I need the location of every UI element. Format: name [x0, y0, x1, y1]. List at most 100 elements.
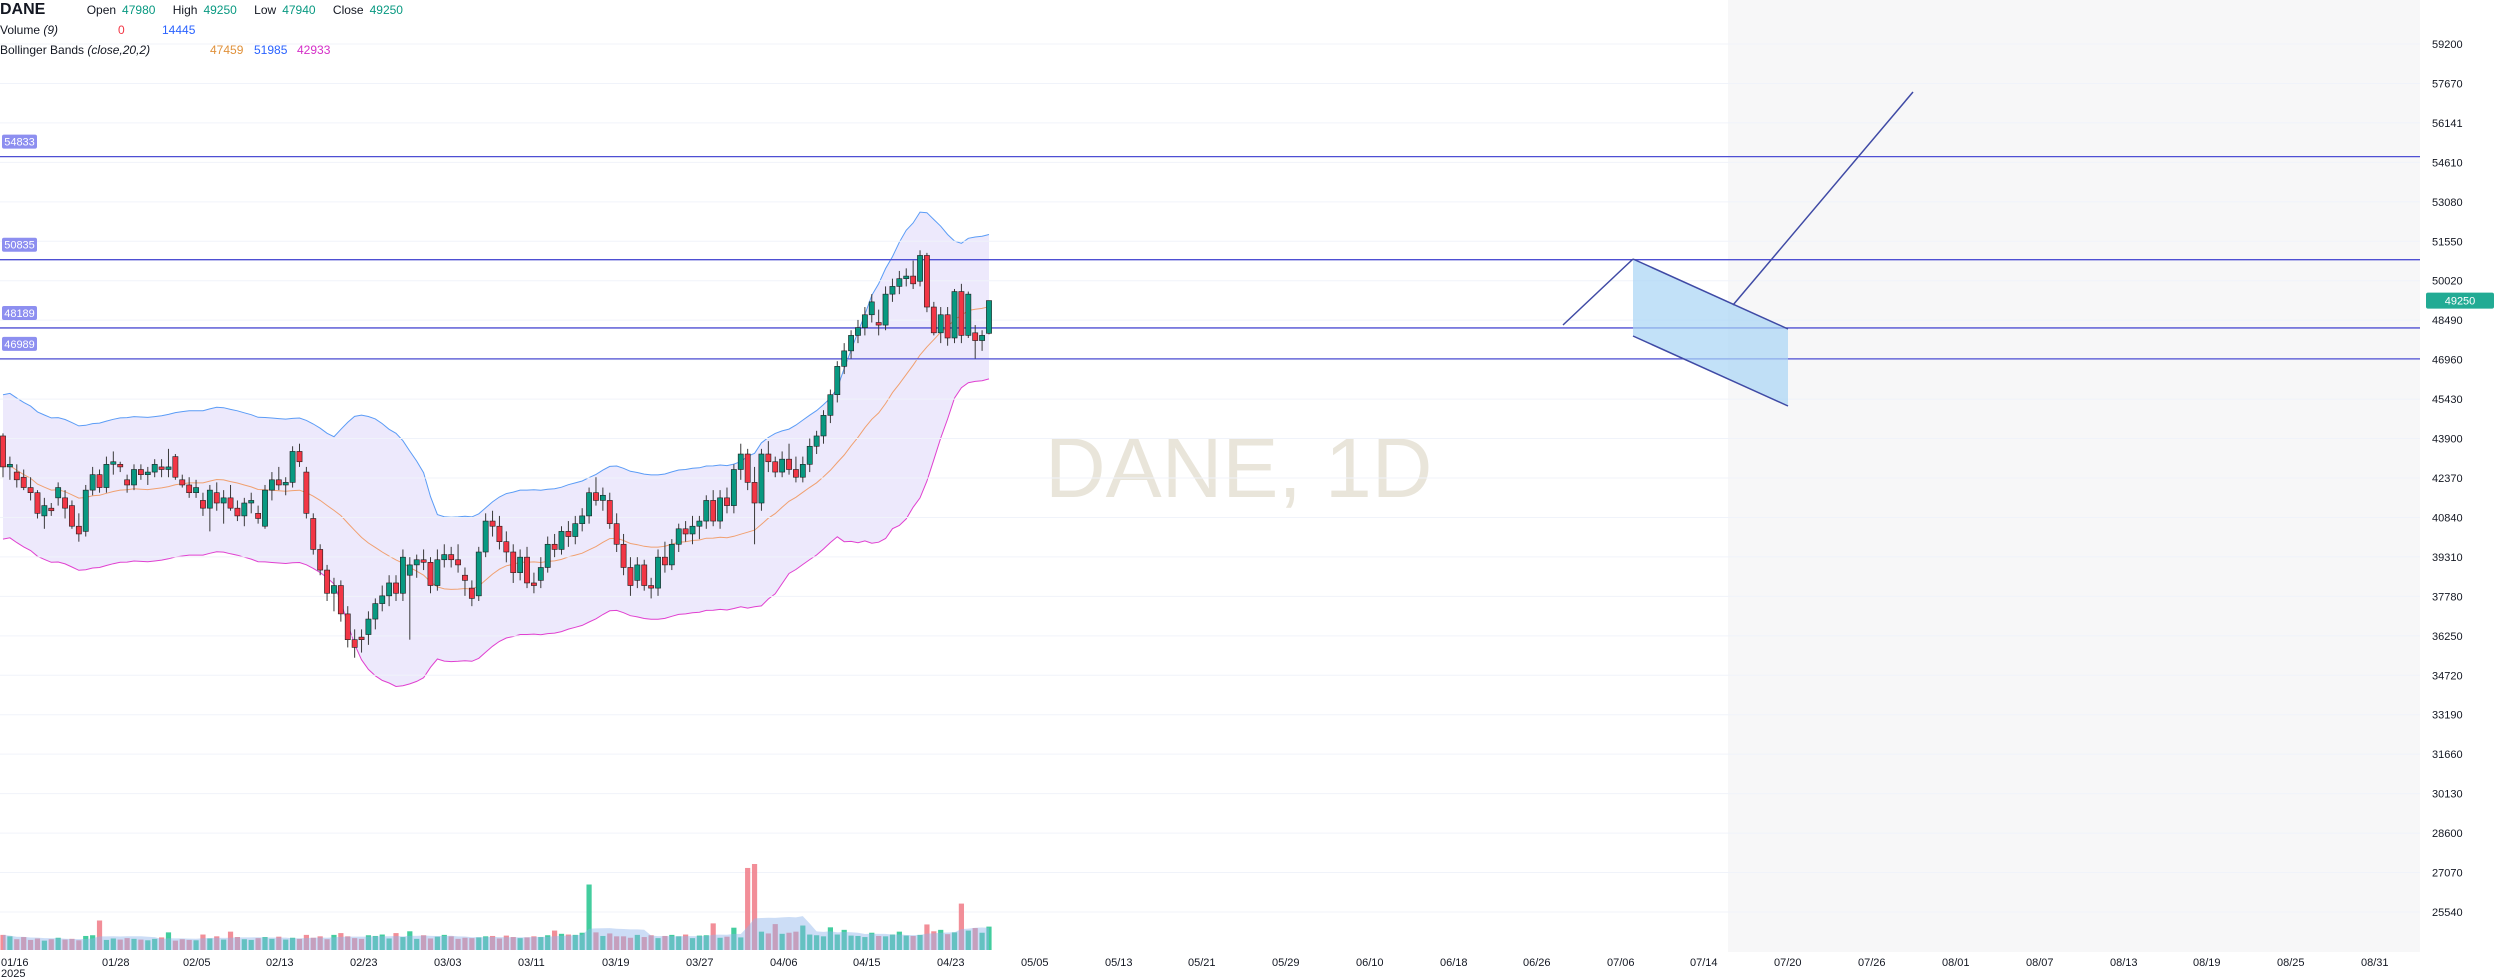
volume-bar [214, 936, 220, 950]
time-axis[interactable]: 01/16 01/28 02/05 02/13 02/23 03/03 03/11 03/19… [0, 952, 2494, 980]
bb-basis-value: 47459 [210, 43, 244, 57]
channel-fill [1633, 259, 1788, 406]
volume-bar [862, 937, 868, 950]
volume-bar [662, 935, 668, 950]
candle-body [434, 559, 441, 586]
volume-bar [510, 937, 516, 950]
candle-body [372, 603, 379, 620]
candle-body [324, 569, 330, 594]
candle-body [393, 582, 399, 594]
price-axis-bg [2420, 0, 2494, 952]
volume-bar [710, 923, 716, 950]
candle-body [806, 445, 813, 465]
candle-body [620, 543, 627, 568]
time-tick-label: 05/13 [1105, 957, 1133, 969]
candle-body [255, 513, 262, 519]
volume-bar [338, 933, 344, 950]
hline-label: 54833 [4, 137, 35, 149]
bb-upper-value: 51985 [254, 43, 288, 57]
candle-body [834, 366, 841, 396]
volume-bar [579, 932, 585, 950]
volume-bar [62, 939, 68, 950]
candle-body [544, 543, 551, 568]
time-tick-label: 07/06 [1607, 957, 1635, 969]
volume-bar [317, 936, 323, 950]
candle-body [868, 301, 875, 316]
candle-body [551, 543, 558, 550]
volume-bar [386, 938, 392, 950]
time-tick-label: 03/11 [518, 957, 545, 969]
price-tick-label: 46960 [2432, 355, 2463, 367]
volume-bar [945, 934, 951, 950]
candle-body [344, 613, 351, 640]
bollinger-bands [2, 211, 990, 688]
volume-ma-area [3, 916, 989, 950]
hline-label: 50835 [4, 240, 35, 252]
volume-bar [524, 937, 530, 950]
hline-label-bg [2, 305, 37, 320]
candle-body [427, 562, 434, 586]
time-tick-label: 06/18 [1440, 957, 1468, 969]
volume-bar [296, 938, 303, 950]
bb-fill [3, 212, 989, 687]
time-tick-label: 06/10 [1356, 957, 1384, 969]
drawing-tools[interactable] [1562, 91, 1914, 407]
candle-body [151, 464, 158, 473]
price-axis[interactable]: 59200 57670 56141 54610 53080 51550 50020 48490… [2420, 0, 2494, 952]
candle-body [662, 556, 668, 566]
price-tick-label: 34720 [2432, 670, 2463, 682]
low-label: Low [254, 3, 277, 17]
volume-bar [545, 935, 551, 950]
legend: DANE Open 47980 High 49250 Low 47940 Close 4… [0, 0, 417, 60]
candle-body [48, 507, 55, 512]
candle-body [6, 464, 13, 468]
projection-line [1732, 91, 1914, 306]
volume-bar [345, 936, 351, 950]
candle-body [675, 528, 682, 545]
volume-bar [772, 924, 778, 950]
candle-body [937, 314, 944, 334]
horizontal-lines[interactable]: 54833 50835 48189 46989 [0, 134, 2425, 360]
candle-body [303, 471, 310, 514]
volume-bar [786, 932, 792, 950]
volume-bar [90, 935, 96, 950]
hline-label-bg [2, 336, 37, 351]
candle-body [565, 531, 572, 537]
close-label: Close [332, 3, 364, 17]
volume-bar [179, 939, 185, 950]
volume-bar [420, 935, 427, 950]
volume-bar [717, 937, 723, 950]
bb-lower-line [2, 378, 990, 688]
volume-bar [207, 938, 213, 950]
volume-bar [538, 937, 544, 950]
candle-body [289, 451, 296, 483]
volume-bar [965, 930, 971, 950]
volume-bar [303, 934, 309, 950]
volume-bar [283, 939, 289, 950]
volume-bar [448, 936, 454, 950]
candle-body [848, 335, 854, 352]
volume-bar [876, 935, 882, 950]
candle-body [365, 618, 372, 635]
candle-body [924, 255, 930, 308]
volume-bar [882, 936, 889, 950]
candle-body [820, 415, 827, 437]
price-tick-label: 42370 [2432, 473, 2463, 485]
volume-bar [745, 867, 751, 950]
symbol-label[interactable]: DANE [0, 1, 46, 18]
candle-body [682, 528, 689, 535]
volume-bar [255, 938, 261, 950]
candle-body [772, 461, 779, 473]
volume-row[interactable]: Volume (9) 0 14445 [0, 20, 417, 40]
candle-body [144, 471, 151, 475]
volume-bar [138, 939, 144, 950]
candle-body [717, 497, 723, 522]
volume-bar [600, 935, 606, 950]
candle-body [648, 585, 655, 589]
candle-body [944, 314, 951, 339]
bb-row[interactable]: Bollinger Bands (close,20,2) 47459 51985… [0, 40, 417, 60]
candle-body [813, 435, 820, 447]
candle-body [165, 466, 172, 470]
volume-bar [669, 934, 675, 950]
